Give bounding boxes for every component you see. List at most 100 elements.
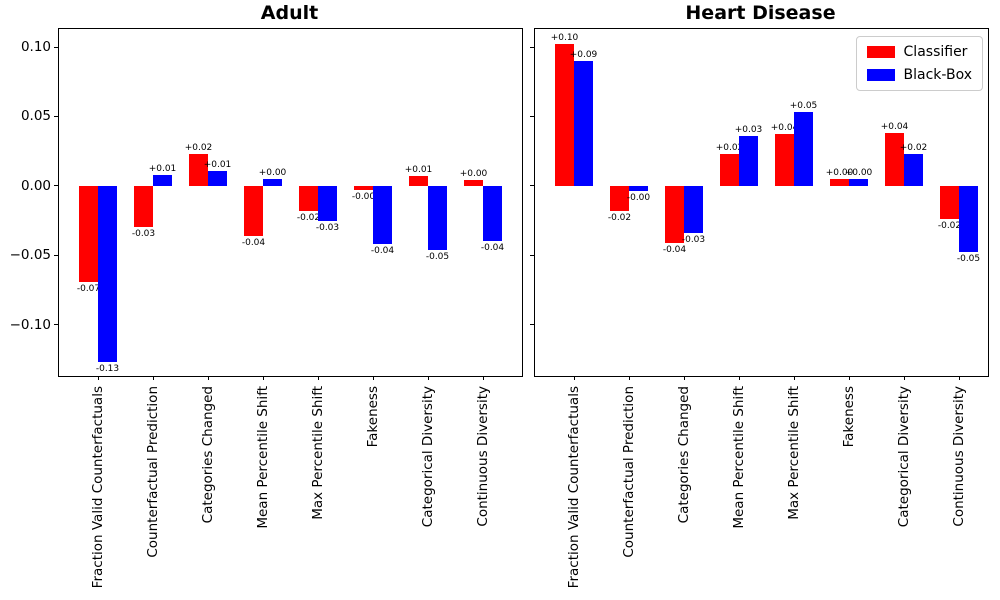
bar-value-label: -0.04 — [370, 246, 395, 257]
x-tick-mark — [152, 376, 154, 380]
bar-value-label: +0.02 — [184, 142, 213, 153]
x-axis-tick-label: Categories Changed — [676, 386, 692, 524]
bar-value-label: -0.04 — [480, 243, 505, 254]
x-tick-mark — [738, 376, 740, 380]
x-axis-tick-label: Categorical Diversity — [896, 386, 912, 528]
bar-value-label: +0.04 — [880, 122, 909, 133]
bar-classifier — [134, 185, 153, 228]
bar-classifier — [189, 153, 208, 186]
bar-value-label: +0.04 — [770, 123, 799, 134]
panel-title-adult: Adult — [260, 2, 319, 24]
bar-classifier — [79, 185, 98, 282]
bar-blackbox — [849, 178, 868, 186]
bar-value-label: -0.07 — [76, 283, 101, 294]
x-tick-mark — [573, 376, 575, 380]
x-axis-tick-label: Counterfactual Prediction — [145, 386, 161, 558]
y-axis-tick-label: 0.05 — [20, 108, 51, 125]
x-tick-mark — [372, 376, 374, 380]
x-axis-tick-label: Mean Percentile Shift — [255, 386, 271, 529]
legend-item-blackbox: Black-Box — [866, 67, 972, 83]
bar-blackbox — [318, 185, 337, 221]
x-axis-tick-label: Continuous Diversity — [475, 386, 491, 527]
y-tick-mark — [530, 324, 534, 326]
bar-value-label: -0.02 — [607, 212, 632, 223]
x-tick-mark — [903, 376, 905, 380]
x-axis-tick-label: Max Percentile Shift — [786, 386, 802, 520]
bar-blackbox — [904, 153, 923, 186]
y-tick-mark — [54, 46, 58, 48]
bar-value-label: +0.02 — [715, 142, 744, 153]
bar-value-label: -0.02 — [937, 221, 962, 232]
bar-blackbox — [428, 185, 447, 250]
x-tick-mark — [848, 376, 850, 380]
bar-classifier — [409, 176, 428, 186]
y-axis-tick-label: −0.10 — [9, 316, 51, 333]
x-tick-mark — [482, 376, 484, 380]
bar-classifier — [940, 185, 959, 220]
bar-value-label: -0.00 — [351, 192, 376, 202]
plot-area-heart-disease: Classifier Black-Box Fraction Valid Coun… — [530, 28, 989, 588]
bar-value-label: +0.09 — [569, 49, 598, 60]
legend-label-blackbox: Black-Box — [903, 67, 972, 83]
bar-value-label: -0.00 — [626, 193, 651, 204]
bar-value-label: -0.13 — [95, 364, 120, 375]
bar-value-label: +0.01 — [148, 163, 177, 174]
bar-value-label: +0.02 — [899, 142, 928, 153]
bar-value-label: -0.03 — [681, 235, 706, 246]
x-axis-tick-label: Categories Changed — [200, 386, 216, 524]
y-axis-tick-label: 0.10 — [20, 39, 51, 56]
x-axis-tick-label: Fraction Valid Counterfactuals — [90, 386, 106, 589]
bar-value-label: +0.00 — [258, 167, 287, 178]
bar-value-label: -0.04 — [662, 244, 687, 255]
bar-blackbox — [574, 60, 593, 186]
legend: Classifier Black-Box — [855, 36, 983, 91]
x-axis-tick-label: Mean Percentile Shift — [731, 386, 747, 529]
bar-classifier — [464, 180, 483, 186]
bar-blackbox — [959, 185, 978, 253]
bar-blackbox — [263, 178, 282, 186]
bar-value-label: +0.01 — [203, 159, 232, 170]
bar-blackbox — [629, 185, 648, 192]
x-tick-mark — [207, 376, 209, 380]
bar-classifier — [555, 44, 574, 186]
x-tick-mark — [628, 376, 630, 380]
legend-item-classifier: Classifier — [866, 44, 972, 60]
x-axis-tick-label: Counterfactual Prediction — [621, 386, 637, 558]
legend-swatch-blackbox — [866, 69, 895, 81]
bar-classifier — [665, 185, 684, 243]
bar-blackbox — [208, 170, 227, 186]
bar-blackbox — [483, 185, 502, 242]
x-axis-tick-label: Max Percentile Shift — [310, 386, 326, 520]
bar-value-label: -0.02 — [296, 212, 321, 223]
bar-classifier — [244, 185, 263, 236]
y-tick-mark — [54, 115, 58, 117]
bar-classifier — [610, 185, 629, 211]
bar-blackbox — [153, 174, 172, 186]
bar-value-label: -0.03 — [131, 229, 156, 240]
bar-value-label: +0.05 — [789, 101, 818, 112]
bar-value-label: -0.05 — [425, 251, 450, 262]
bar-classifier — [354, 185, 373, 190]
x-axis-tick-label: Categorical Diversity — [420, 386, 436, 528]
bar-classifier — [885, 133, 904, 186]
panel-title-heart-disease: Heart Disease — [685, 2, 836, 24]
y-tick-mark — [530, 185, 534, 187]
bar-value-label: +0.03 — [734, 124, 763, 135]
bar-value-label: -0.03 — [315, 222, 340, 233]
y-tick-mark — [530, 115, 534, 117]
bar-value-label: +0.00 — [459, 169, 488, 180]
bar-classifier — [775, 134, 794, 186]
y-tick-mark — [530, 254, 534, 256]
x-axis-tick-label: Continuous Diversity — [951, 386, 967, 527]
bar-value-label: +0.01 — [404, 165, 433, 176]
y-axis-tick-label: 0.00 — [20, 177, 51, 194]
x-tick-mark — [683, 376, 685, 380]
x-tick-mark — [97, 376, 99, 380]
legend-swatch-classifier — [866, 46, 895, 58]
x-tick-mark — [317, 376, 319, 380]
bar-value-label: +0.00 — [844, 167, 873, 178]
bar-value-label: -0.05 — [956, 254, 981, 265]
y-tick-mark — [54, 185, 58, 187]
x-axis-tick-label: Fakeness — [841, 386, 857, 448]
